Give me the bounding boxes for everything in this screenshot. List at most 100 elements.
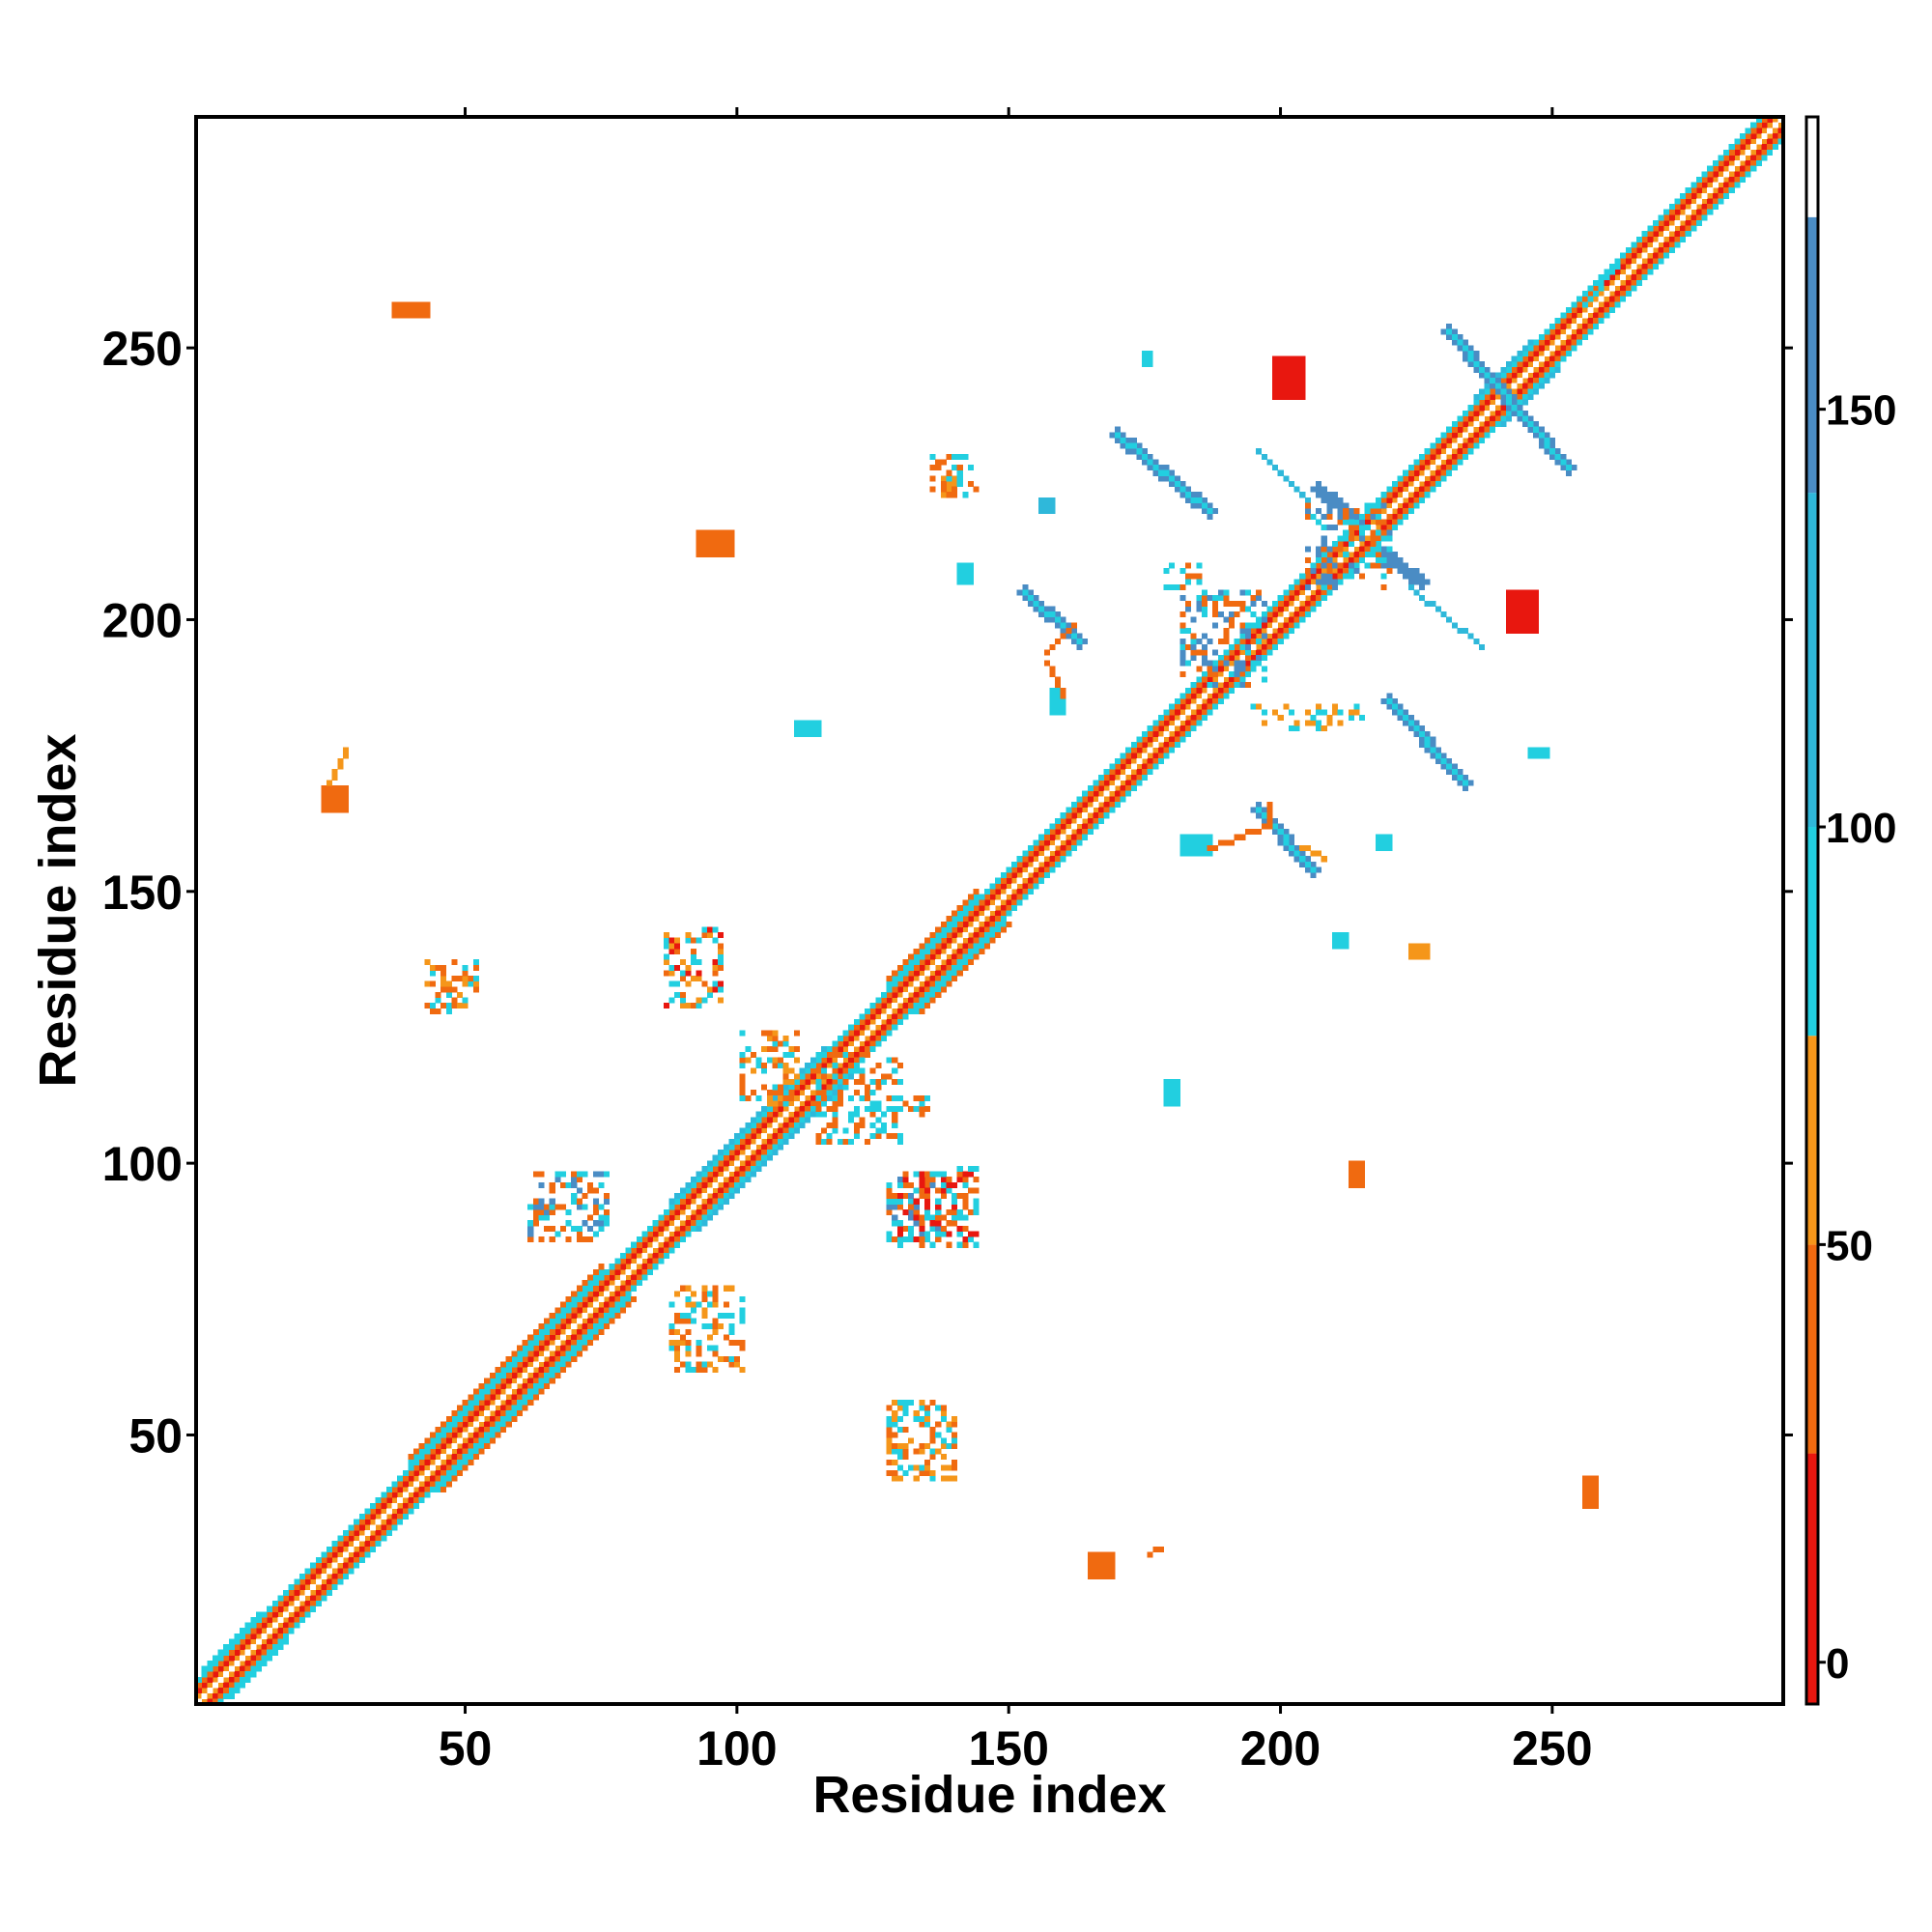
heatmap-cell <box>962 568 969 575</box>
heatmap-cell <box>440 1459 447 1465</box>
heatmap-cell <box>1299 861 1306 867</box>
heatmap-cell <box>832 1057 838 1064</box>
heatmap-cell <box>1049 611 1056 618</box>
heatmap-cell <box>1463 448 1469 455</box>
heatmap-cell <box>1506 361 1513 368</box>
heatmap-cell <box>429 1470 436 1477</box>
heatmap-cell <box>522 1383 528 1390</box>
heatmap-cell <box>1359 540 1366 547</box>
heatmap-cell <box>1174 475 1180 482</box>
heatmap-cell <box>1538 334 1545 341</box>
heatmap-cell <box>1185 693 1192 699</box>
heatmap-cell <box>1310 562 1317 569</box>
heatmap-cell <box>468 1427 474 1434</box>
heatmap-cell <box>1652 258 1659 265</box>
heatmap-cell <box>240 1649 246 1656</box>
heatmap-cell <box>321 1584 327 1591</box>
heatmap-cell <box>402 1481 409 1488</box>
heatmap-cell <box>342 747 349 753</box>
heatmap-cell <box>1544 448 1550 455</box>
heatmap-cell <box>1554 453 1561 460</box>
heatmap-cell <box>418 1448 425 1455</box>
heatmap-cell <box>1668 247 1675 254</box>
heatmap-cell <box>532 1383 539 1390</box>
heatmap-cell <box>277 1605 284 1612</box>
heatmap-cell <box>821 1067 828 1074</box>
heatmap-cell <box>1201 703 1208 710</box>
heatmap-cell <box>865 1024 871 1031</box>
heatmap-cell <box>1348 529 1354 536</box>
heatmap-cell <box>1337 502 1344 509</box>
heatmap-cell <box>1457 453 1463 460</box>
heatmap-cell <box>408 1486 414 1492</box>
heatmap-cell <box>761 1154 768 1161</box>
heatmap-cell <box>1604 269 1610 275</box>
heatmap-cell <box>1581 334 1588 341</box>
heatmap-cell <box>495 1410 501 1417</box>
heatmap-cell <box>810 1057 816 1064</box>
heatmap-cell <box>1424 579 1431 585</box>
heatmap-cell <box>538 1372 545 1378</box>
heatmap-cell <box>995 910 1002 917</box>
heatmap-cell <box>505 1421 512 1428</box>
heatmap-cell <box>1190 698 1197 705</box>
heatmap-cell <box>734 1355 741 1362</box>
heatmap-cell <box>896 1198 903 1205</box>
heatmap-cell <box>1467 421 1474 428</box>
heatmap-cell <box>604 1323 611 1330</box>
heatmap-cell <box>940 475 947 482</box>
heatmap-cell <box>1463 415 1469 422</box>
heatmap-cell <box>674 1340 681 1347</box>
heatmap-cell <box>1229 666 1236 672</box>
heatmap-cell <box>604 1312 611 1319</box>
heatmap-cell <box>375 1514 382 1520</box>
heatmap-cell <box>327 1546 333 1552</box>
heatmap-cell <box>554 1340 561 1347</box>
heatmap-cell <box>331 1541 338 1548</box>
heatmap-cell <box>718 546 724 553</box>
heatmap-cell <box>1196 703 1203 710</box>
heatmap-cell <box>576 1350 582 1357</box>
heatmap-cell <box>962 953 969 960</box>
heatmap-cell <box>1098 1562 1105 1569</box>
heatmap-cell <box>989 921 996 927</box>
heatmap-cell <box>462 1437 469 1444</box>
heatmap-cell <box>1082 817 1089 824</box>
heatmap-cell <box>472 1448 479 1455</box>
heatmap-cell <box>935 926 942 933</box>
heatmap-cell <box>554 1318 561 1324</box>
heatmap-cell <box>429 1459 436 1465</box>
heatmap-cell <box>1397 480 1404 488</box>
heatmap-cell <box>1283 611 1290 618</box>
heatmap-cell <box>1049 829 1056 836</box>
heatmap-cell <box>598 1274 605 1281</box>
heatmap-cell <box>342 1557 349 1564</box>
heatmap-cell <box>902 1193 909 1200</box>
heatmap-cell <box>1207 844 1213 852</box>
heatmap-cell <box>892 1459 898 1465</box>
heatmap-cell <box>267 1633 273 1639</box>
heatmap-cell <box>1229 839 1236 846</box>
heatmap-cell <box>207 1671 213 1678</box>
heatmap-cell <box>1190 682 1197 689</box>
heatmap-cell <box>375 1519 382 1525</box>
heatmap-cell <box>370 1541 377 1548</box>
heatmap-cell <box>989 926 996 933</box>
heatmap-cell <box>1033 877 1039 884</box>
heatmap-cell <box>778 1106 784 1113</box>
heatmap-cell <box>342 785 349 792</box>
heatmap-cell <box>1234 834 1240 840</box>
heatmap-cell <box>315 1578 322 1585</box>
heatmap-cell <box>500 1399 507 1406</box>
heatmap-cell <box>1266 649 1273 656</box>
heatmap-cell <box>1261 643 1267 650</box>
heatmap-cell <box>472 959 479 966</box>
heatmap-cell <box>706 932 713 939</box>
heatmap-cell <box>896 1013 903 1020</box>
heatmap-cell <box>1055 676 1062 683</box>
heatmap-cell <box>1174 730 1180 737</box>
heatmap-cell <box>402 1475 409 1482</box>
heatmap-cell <box>451 1410 458 1417</box>
heatmap-cell <box>1533 366 1540 373</box>
heatmap-cell <box>956 579 963 585</box>
